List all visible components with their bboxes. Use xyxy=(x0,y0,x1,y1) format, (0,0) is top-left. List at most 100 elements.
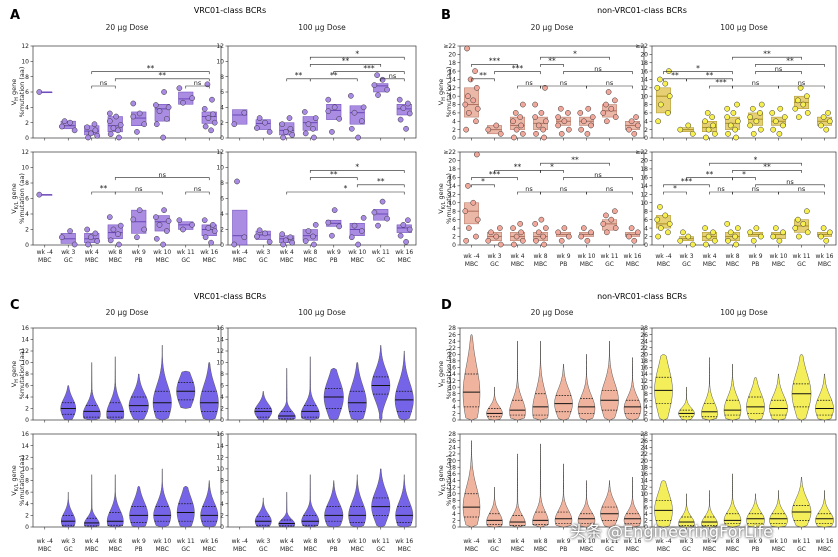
x-tick-label: wk 8 xyxy=(725,538,739,545)
sig-label: ns xyxy=(786,178,794,186)
panel-a-title: VRC01-class BCRs xyxy=(194,6,266,15)
sig-bracket: * xyxy=(540,163,564,173)
sig-bracket: *** xyxy=(494,64,541,75)
x-tick-label: MBC xyxy=(280,257,293,264)
data-point xyxy=(403,239,409,245)
x-tick-label: wk 16 xyxy=(624,538,642,545)
y-tick-label: 18 xyxy=(640,60,648,67)
violin-group xyxy=(128,373,149,421)
bracket-line xyxy=(333,71,405,75)
x-tick-label: wk 4 xyxy=(702,253,716,260)
y-tick-label: 22 xyxy=(448,451,456,458)
dose-title: 20 μg Dose xyxy=(531,23,574,32)
y-tick-label: 0 xyxy=(25,417,29,424)
x-tick-label: wk 16 xyxy=(395,249,413,256)
sig-bracket: ns xyxy=(517,185,541,195)
sig-label: ns xyxy=(752,79,760,87)
violin-group xyxy=(600,480,619,528)
sig-bracket: ** xyxy=(309,71,358,82)
data-point xyxy=(780,122,786,129)
group xyxy=(625,225,641,244)
data-point xyxy=(110,226,117,233)
y-tick-label: 6 xyxy=(644,217,648,224)
data-point xyxy=(209,96,215,103)
axes: 0 2 4 6 8 10 12 14 16 xyxy=(216,325,417,424)
data-point xyxy=(351,109,358,116)
data-point xyxy=(776,130,783,137)
y-tick-label: 16 xyxy=(640,471,648,478)
y-tick-label: 6 xyxy=(644,504,648,511)
sig-bracket: * xyxy=(471,177,495,188)
axes-frame xyxy=(651,151,837,246)
sig-label: ** xyxy=(479,71,487,80)
x-tick-label: wk 4 xyxy=(85,538,99,545)
data-point xyxy=(711,130,718,137)
data-point xyxy=(201,217,208,224)
y-tick-label: 4 xyxy=(220,211,224,218)
violin-group xyxy=(769,373,788,421)
sig-label: * xyxy=(573,49,577,58)
violin-group xyxy=(82,362,101,421)
data-point xyxy=(519,130,526,137)
y-tick-label: 8 xyxy=(452,208,456,215)
data-point xyxy=(800,101,807,108)
y-tick-label: 16 xyxy=(216,431,224,438)
y-tick-label: 14 xyxy=(216,337,224,344)
data-point xyxy=(115,127,121,134)
violin-body xyxy=(577,480,596,528)
x-tick-label: PB xyxy=(560,546,568,553)
y-tick-label: 12 xyxy=(448,484,456,491)
data-point xyxy=(533,237,539,244)
group xyxy=(747,225,764,244)
data-point xyxy=(689,241,696,248)
y-tick-label: 20 xyxy=(448,52,456,59)
data-point xyxy=(734,118,741,125)
data-point xyxy=(130,113,137,120)
x-tick-label: PB xyxy=(330,546,338,553)
y-tick-label: 10 xyxy=(216,360,224,367)
x-tick-label: MBC xyxy=(304,257,317,264)
data-point xyxy=(517,114,524,120)
violin-group xyxy=(600,340,619,421)
violin-body xyxy=(815,490,834,528)
bracket-line xyxy=(185,85,210,89)
violin-body xyxy=(723,473,742,528)
sig-label: *** xyxy=(489,170,501,179)
violin-group xyxy=(746,493,765,528)
group xyxy=(600,89,619,125)
y-tick-label: 8 xyxy=(220,180,224,187)
data-point xyxy=(279,231,286,237)
data-point xyxy=(113,113,120,120)
data-point xyxy=(600,221,607,227)
data-point xyxy=(608,216,615,223)
violin-body xyxy=(654,354,673,421)
sig-label: * xyxy=(696,64,700,73)
y-tick-label: 10 xyxy=(216,59,224,66)
data-point xyxy=(496,225,503,231)
y-tick-label: 2 xyxy=(644,518,648,525)
data-point xyxy=(107,131,114,138)
data-point xyxy=(289,132,296,138)
x-tick-label: wk 3 xyxy=(61,249,75,256)
y-tick-label: 6 xyxy=(452,397,456,404)
group xyxy=(231,109,248,128)
y-tick-label: 16 xyxy=(448,175,456,182)
sig-bracket: ** xyxy=(732,163,802,173)
data-point xyxy=(532,221,539,227)
x-tick-label: wk 11 xyxy=(372,249,390,256)
bracket-line xyxy=(471,78,495,82)
x-tick-label: wk 9 xyxy=(748,538,762,545)
y-tick-label: 16 xyxy=(640,175,648,182)
y-tick-label: 4 xyxy=(25,501,29,508)
sig-bracket: ns xyxy=(91,79,116,89)
sig-label: ns xyxy=(100,79,108,87)
data-point xyxy=(325,96,332,103)
y-tick-label: 8 xyxy=(220,74,224,81)
data-point xyxy=(289,239,296,246)
x-tick-label: wk 8 xyxy=(108,538,122,545)
y-tick-label: 16 xyxy=(216,325,224,332)
group xyxy=(106,214,124,248)
sig-label: ** xyxy=(159,71,167,80)
